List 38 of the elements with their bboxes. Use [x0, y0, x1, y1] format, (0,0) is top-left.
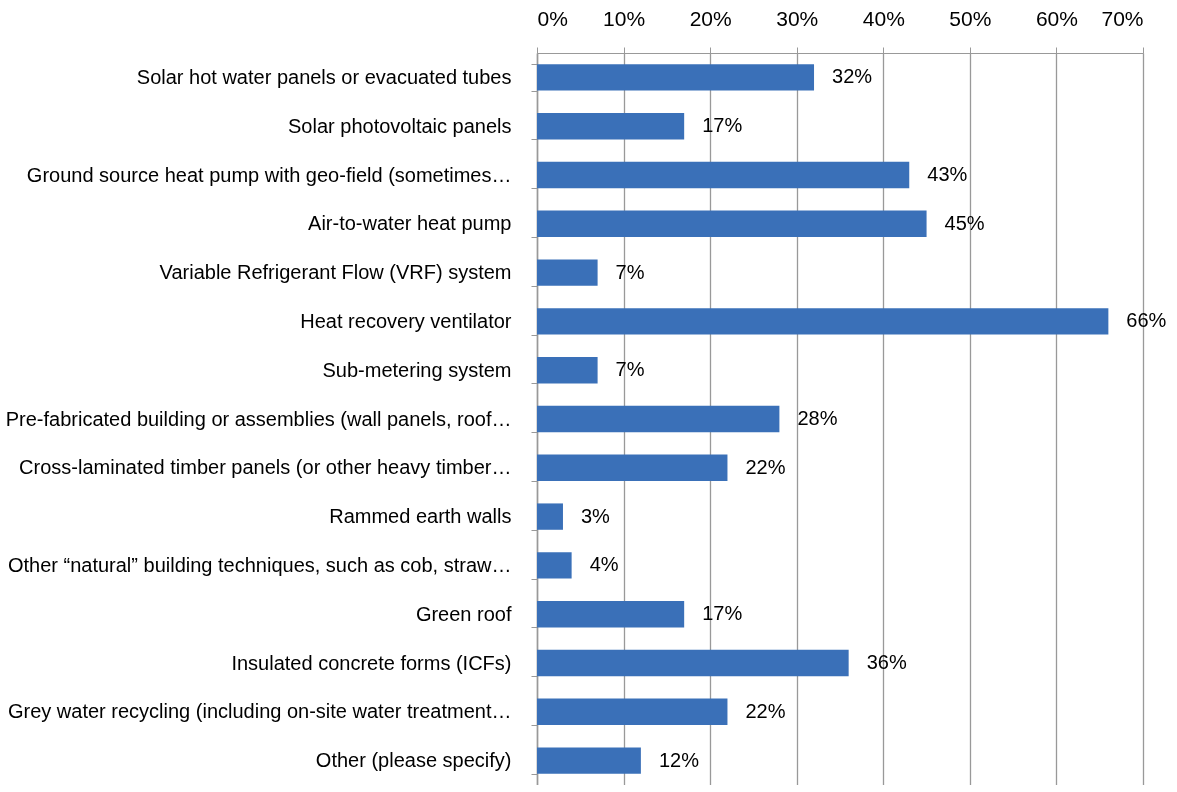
y-tick-label: Green roof — [415, 602, 512, 625]
data-label: 12% — [658, 748, 700, 771]
x-tick-label: 40% — [862, 6, 905, 30]
y-tick-label: Sub-metering system — [322, 358, 512, 381]
data-label: 28% — [797, 407, 838, 429]
y-tick-label: Other “natural” building techniques, such as cob, straw… — [7, 553, 512, 576]
data-label: 17% — [702, 602, 743, 625]
x-tick-label: 10% — [603, 6, 646, 30]
data-label: 17% — [702, 114, 743, 137]
y-tick-label: Solar hot water panels or evacuated tubes — [136, 65, 512, 88]
data-label: 32% — [832, 65, 873, 88]
data-label: 4% — [589, 553, 619, 576]
data-label: 22% — [745, 699, 786, 722]
data-label: 7% — [615, 260, 645, 283]
y-tick-label: Heat recovery ventilator — [300, 309, 512, 332]
y-tick-label: Rammed earth walls — [329, 505, 512, 528]
data-label: 43% — [927, 163, 968, 185]
y-tick-label: Insulated concrete forms (ICFs) — [231, 651, 512, 674]
x-tick-label: 50% — [949, 6, 992, 30]
y-tick-label: Variable Refrigerant Flow (VRF) system — [159, 261, 512, 284]
data-label: 7% — [615, 358, 645, 381]
x-tick-label: 30% — [776, 6, 819, 30]
y-tick-label: Solar photovoltaic panels — [288, 114, 512, 137]
x-tick-label: 0% — [537, 6, 568, 30]
data-label: 36% — [866, 651, 907, 673]
x-tick-label: 20% — [689, 6, 732, 30]
y-tick-label: Grey water recycling (including on-site water treatment… — [7, 700, 512, 723]
data-label: 22% — [745, 455, 786, 478]
y-tick-label: Cross-laminated timber panels (or other heavy timber… — [19, 456, 512, 479]
data-label: 45% — [944, 211, 985, 234]
y-tick-label: Ground source heat pump with geo-field (sometimes… — [26, 163, 512, 186]
y-tick-label: Air-to-water heat pump — [308, 212, 512, 235]
x-tick-label: 70% — [1101, 6, 1144, 30]
y-tick-label: Pre-fabricated building or assemblies (wall panels, roof… — [5, 407, 512, 430]
y-tick-label: Other (please specify) — [315, 749, 512, 772]
data-label: 66% — [1126, 309, 1167, 332]
data-label: 3% — [580, 504, 611, 527]
x-tick-label: 60% — [1035, 6, 1078, 30]
